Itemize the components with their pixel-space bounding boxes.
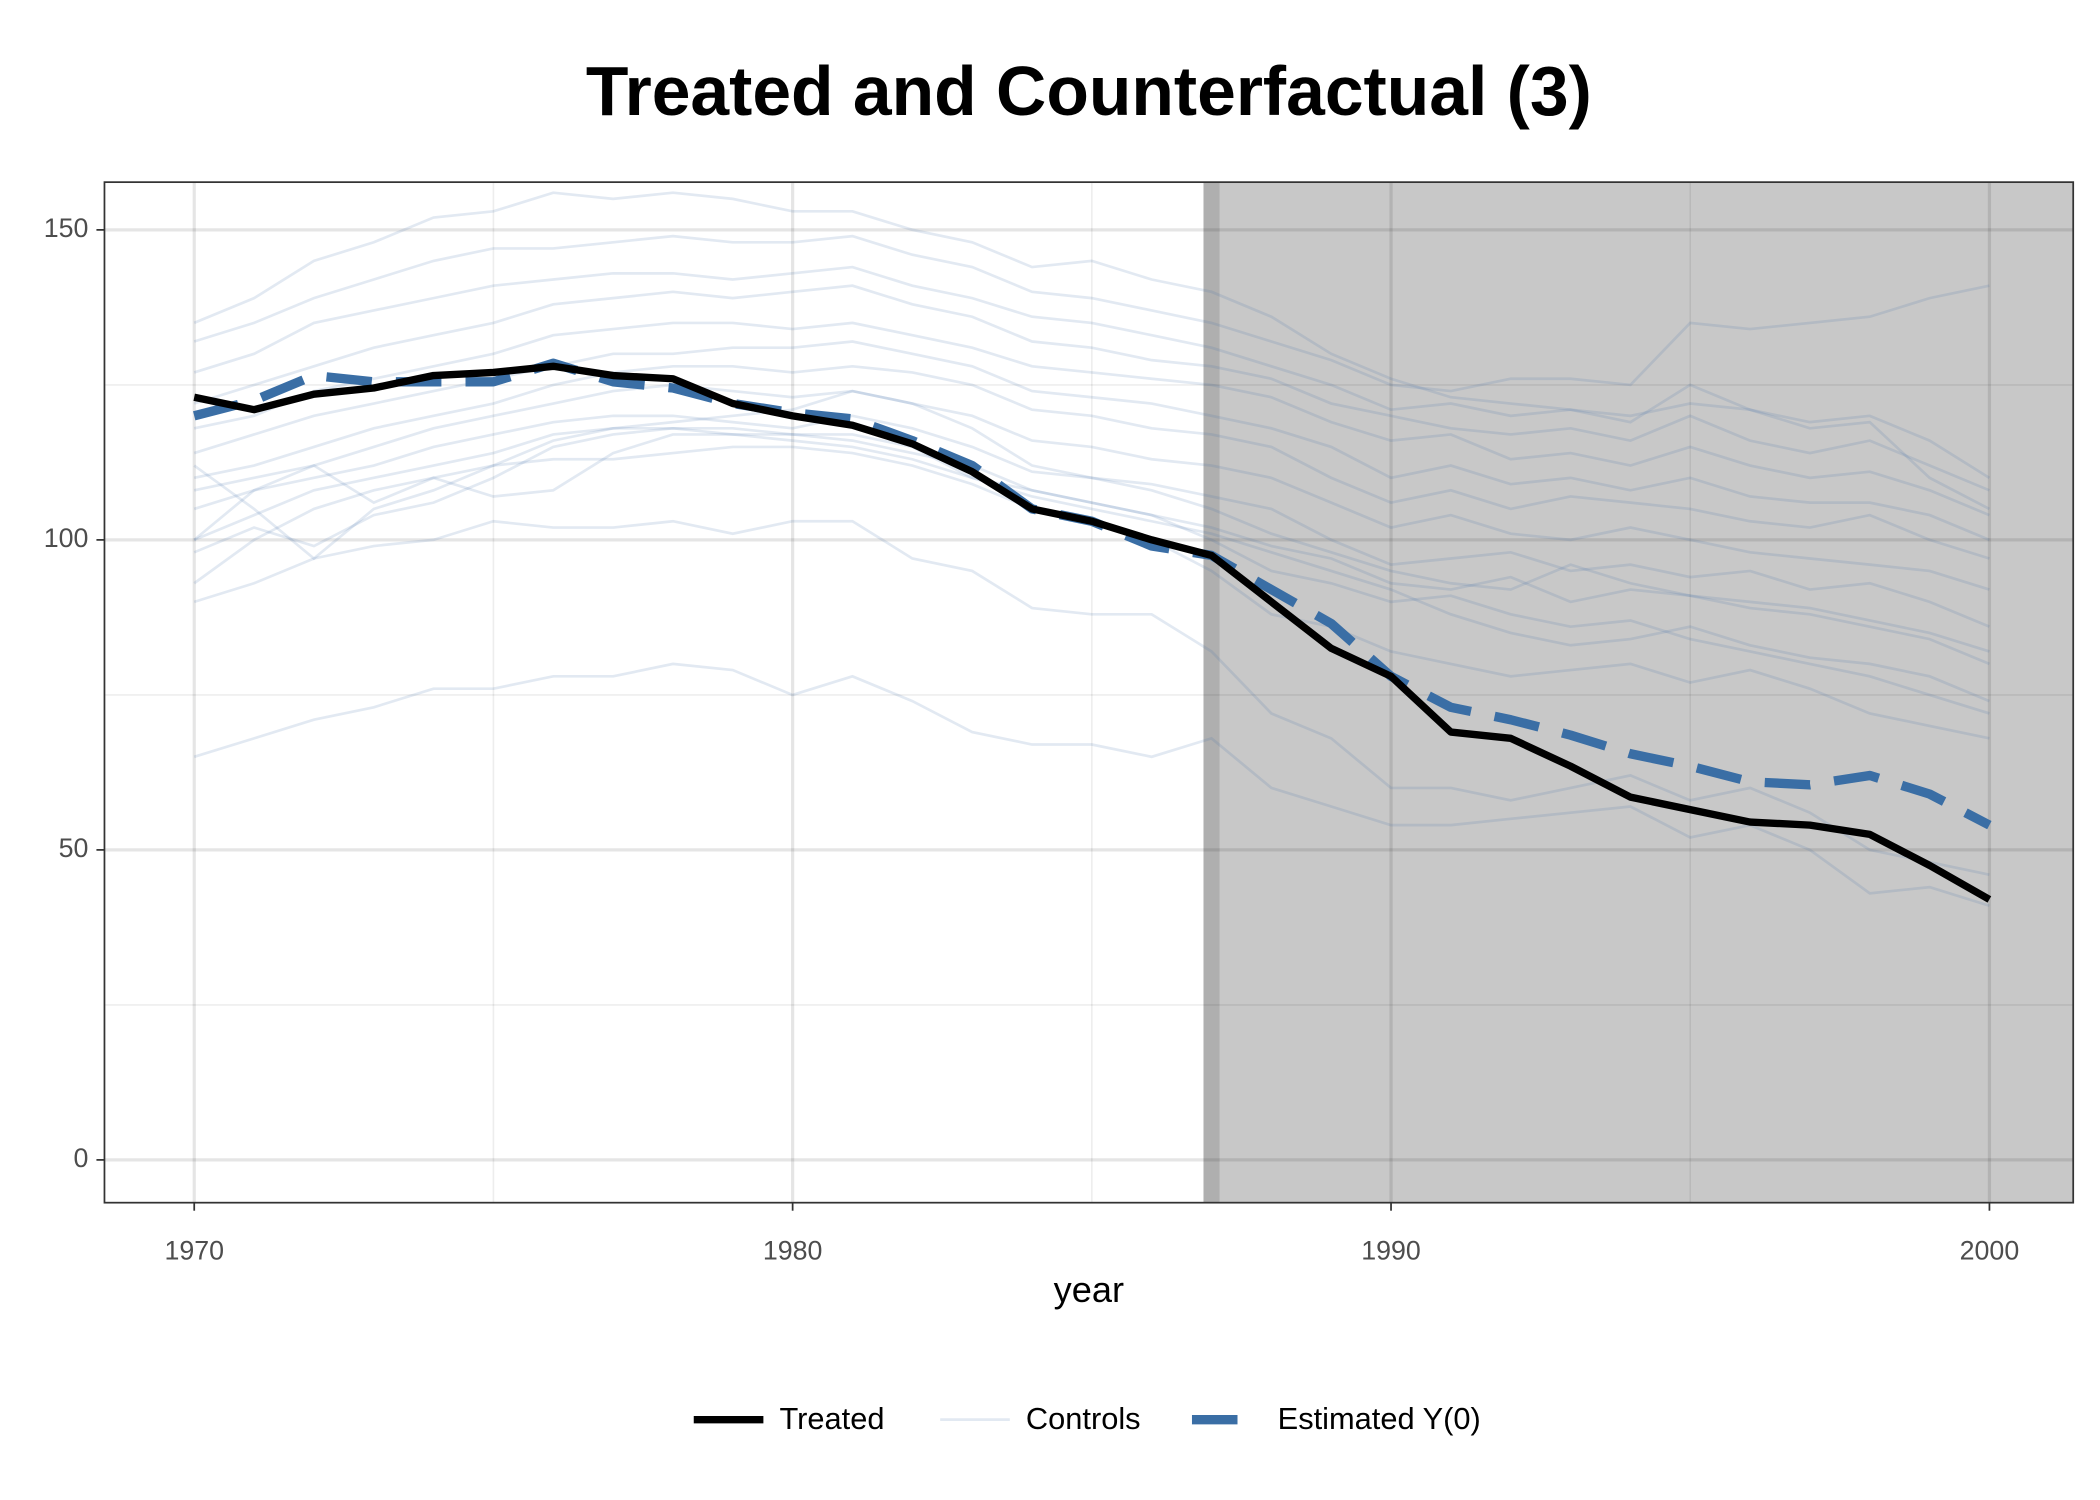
legend: Treated Controls Estimated Y(0) xyxy=(693,1401,1481,1436)
y-tick-label: 150 xyxy=(44,213,89,243)
control-line xyxy=(193,364,1990,560)
plot-area xyxy=(104,182,2074,1203)
intervention-band xyxy=(1203,182,1220,1203)
control-line xyxy=(193,426,1990,703)
y-tick-label: 50 xyxy=(59,833,89,863)
x-tick-label: 1970 xyxy=(164,1235,224,1265)
x-axis-label: year xyxy=(1054,1269,1124,1310)
y-tick-label: 0 xyxy=(74,1143,89,1173)
x-tick-label: 1990 xyxy=(1361,1235,1421,1265)
post-period-shade xyxy=(1203,182,2074,1203)
series-line xyxy=(193,362,1992,903)
control-line xyxy=(193,234,1990,393)
x-tick-label: 2000 xyxy=(1960,1235,2020,1265)
control-line xyxy=(193,284,1990,492)
control-line xyxy=(193,662,1990,908)
control-line xyxy=(193,433,1990,715)
control-line xyxy=(193,383,1990,591)
x-tick-label: 1980 xyxy=(763,1235,823,1265)
control-line xyxy=(193,426,1990,666)
legend-label: Estimated Y(0) xyxy=(1278,1401,1481,1436)
control-line xyxy=(193,519,1990,876)
control-line xyxy=(193,414,1990,628)
axes: 0 50 100 150 1970 1980 1990 2000 xyxy=(44,213,2019,1265)
control-line xyxy=(193,389,1990,653)
control-line xyxy=(193,265,1991,479)
control-line xyxy=(193,321,1990,517)
control-line xyxy=(193,191,1990,511)
legend-label: Treated xyxy=(779,1401,884,1436)
chart-title: Treated and Counterfactual (3) xyxy=(586,52,1592,130)
plot-border xyxy=(103,181,2075,1204)
y-tick-label: 100 xyxy=(44,523,89,553)
legend-label: Controls xyxy=(1026,1401,1141,1436)
